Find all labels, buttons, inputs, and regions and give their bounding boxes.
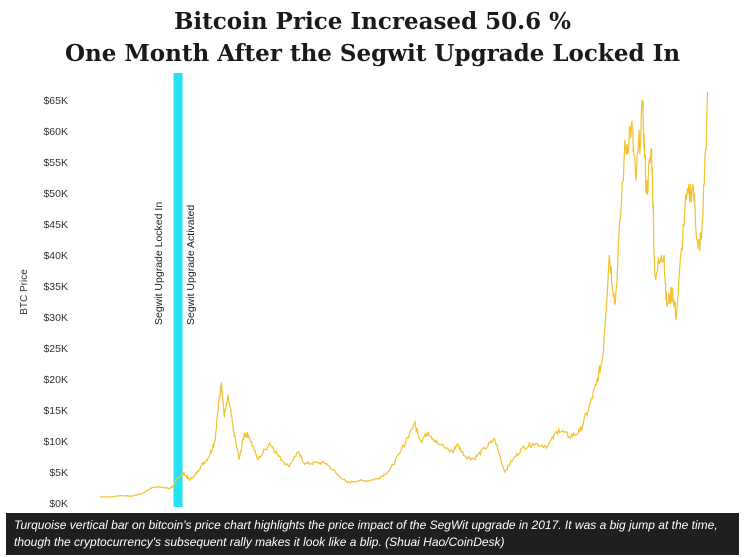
y-tick-label: $0K <box>49 498 68 510</box>
chart-title-line-1: Bitcoin Price Increased 50.6 % <box>173 8 572 35</box>
price-chart: $0K $5K $10K $15K $20K $25K $30K $35K $40K $45K $5… <box>19 73 709 510</box>
y-tick-label: $5K <box>49 467 68 479</box>
chart-title-line-2: One Month After the Segwit Upgrade Locke… <box>64 40 681 67</box>
y-axis-label: BTC Price <box>19 269 30 315</box>
y-tick-label: $40K <box>43 250 68 262</box>
y-tick-label: $15K <box>43 405 68 417</box>
y-tick-label: $60K <box>43 126 68 138</box>
price-series-line <box>100 91 709 498</box>
annotation-activated: Segwit Upgrade Activated <box>185 205 197 325</box>
y-tick-label: $65K <box>43 95 68 107</box>
segwit-highlight-bar <box>173 73 183 507</box>
y-axis-ticks: $0K $5K $10K $15K $20K $25K $30K $35K $40K $45K $5… <box>43 95 68 510</box>
annotations: Segwit Upgrade Locked In Segwit Upgrade A… <box>153 202 197 325</box>
y-tick-label: $30K <box>43 312 68 324</box>
y-tick-label: $25K <box>43 343 68 355</box>
y-tick-label: $10K <box>43 436 68 448</box>
y-tick-label: $50K <box>43 188 68 200</box>
y-tick-label: $35K <box>43 281 68 293</box>
y-tick-label: $55K <box>43 157 68 169</box>
annotation-locked-in: Segwit Upgrade Locked In <box>153 202 165 325</box>
y-tick-label: $45K <box>43 219 68 231</box>
image-caption: Turquoise vertical bar on bitcoin's pric… <box>6 513 739 555</box>
y-tick-label: $20K <box>43 374 68 386</box>
